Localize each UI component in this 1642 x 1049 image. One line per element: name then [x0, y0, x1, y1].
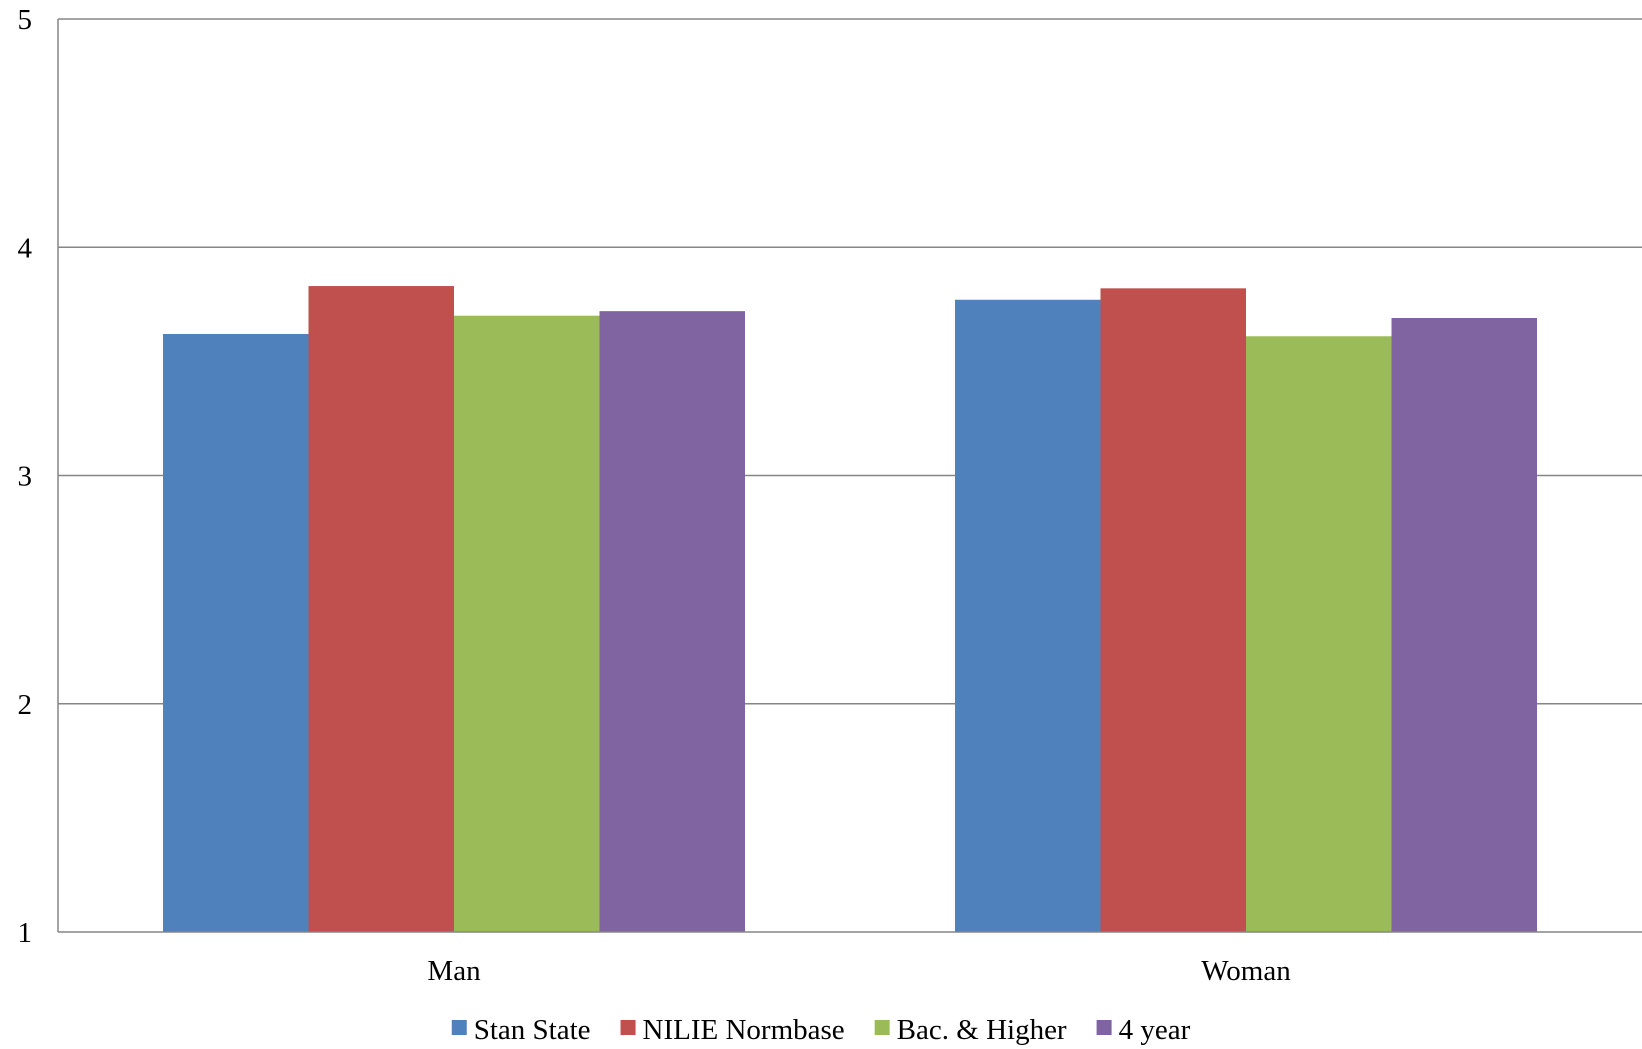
legend-label: NILIE Normbase	[643, 1014, 845, 1046]
axes	[57, 19, 1642, 933]
legend-swatch	[874, 1020, 890, 1035]
bars	[163, 286, 1537, 933]
y-tick-label: 4	[18, 232, 33, 264]
x-category-label: Woman	[1201, 955, 1291, 987]
x-category-label: Man	[427, 955, 481, 987]
bar	[599, 311, 745, 932]
y-tick-labels: 1 2 3 4 5	[18, 4, 33, 949]
bar	[1391, 318, 1537, 932]
y-tick-label: 2	[18, 689, 33, 721]
bar	[163, 333, 309, 932]
legend-label: 4 year	[1119, 1014, 1191, 1046]
category-labels: Man Woman	[427, 955, 1291, 987]
y-tick-label: 1	[18, 917, 33, 949]
bar	[1100, 288, 1246, 933]
legend: Stan State NILIE Normbase Bac. & Higher 4 y…	[451, 1014, 1191, 1046]
legend-label: Bac. & Higher	[897, 1014, 1067, 1046]
y-tick-label: 3	[18, 461, 33, 493]
y-tick-label: 5	[18, 4, 33, 36]
legend-swatch	[451, 1020, 467, 1035]
legend-label: Stan State	[474, 1014, 591, 1046]
bar	[454, 315, 600, 933]
bar	[955, 299, 1101, 932]
legend-swatch	[1096, 1020, 1112, 1035]
legend-swatch	[620, 1020, 636, 1035]
bar	[308, 286, 454, 932]
bar	[1246, 336, 1392, 933]
